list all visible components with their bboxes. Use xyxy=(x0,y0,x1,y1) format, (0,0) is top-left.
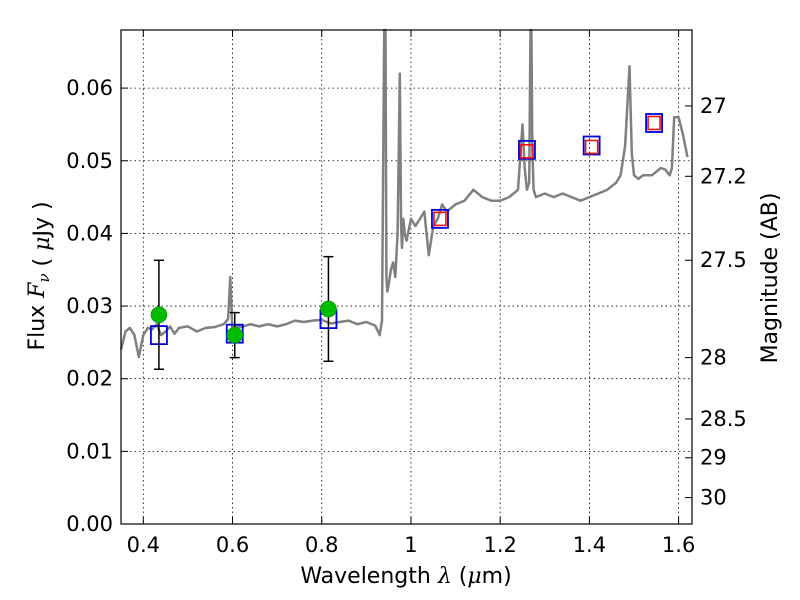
model-photometry-point xyxy=(518,139,536,160)
y-tick-label: 0.06 xyxy=(66,76,113,100)
y2-tick-label: 27.2 xyxy=(700,164,747,188)
spectrum-line xyxy=(119,28,689,359)
spectrum-series xyxy=(119,28,689,359)
y2-tick-label: 28 xyxy=(700,346,727,370)
nir-detection-point xyxy=(584,139,599,155)
photometry-series xyxy=(150,113,663,371)
optical-detection-point xyxy=(320,300,337,318)
x-tick-label: 1 xyxy=(404,533,417,557)
nir-detection-point xyxy=(647,115,661,131)
x-tick-label: 0.8 xyxy=(305,533,338,557)
y2-tick-label: 27.5 xyxy=(700,248,747,272)
model-photometry-point xyxy=(645,113,663,133)
y-axis-ticks: 0.00 0.01 0.02 0.03 0.04 0.05 0.06 xyxy=(66,76,128,536)
model-photometry-point xyxy=(582,135,601,156)
x-tick-label: 1.2 xyxy=(483,533,516,557)
x-tick-label: 0.4 xyxy=(127,533,160,557)
y2-tick-label: 27 xyxy=(700,94,727,118)
y2-axis-label: Magnitude (AB) xyxy=(758,193,783,364)
y2-tick-label: 28.5 xyxy=(700,407,747,431)
y-tick-label: 0.02 xyxy=(66,367,113,391)
y-tick-label: 0.05 xyxy=(66,149,113,173)
model-photometry-point xyxy=(431,208,449,229)
y2-tick-label: 30 xyxy=(700,486,727,510)
nir-detection-point xyxy=(520,144,534,159)
x-tick-label: 1.6 xyxy=(662,533,695,557)
y-tick-label: 0.01 xyxy=(66,439,113,463)
y-tick-label: 0.03 xyxy=(66,294,113,318)
y-axis-label: Flux Fν ( μJy ) xyxy=(25,201,55,350)
plot-frame xyxy=(120,29,693,525)
x-tick-label: 0.6 xyxy=(216,533,249,557)
y2-axis-ticks: 27 27.2 27.5 28 28.5 29 30 xyxy=(685,94,747,510)
y-tick-label: 0.04 xyxy=(66,221,113,245)
optical-detection-point xyxy=(226,326,244,344)
x-axis-ticks: 0.4 0.6 0.8 1 1.2 1.4 1.6 xyxy=(127,30,695,557)
y-tick-label: 0.00 xyxy=(66,512,113,536)
nir-detection-point xyxy=(433,211,447,227)
grid-lines xyxy=(121,30,692,525)
optical-detection-point xyxy=(150,306,168,324)
x-axis-label: Wavelength λ (μm) xyxy=(300,564,511,589)
y2-tick-label: 29 xyxy=(700,446,727,470)
x-tick-label: 1.4 xyxy=(573,533,606,557)
